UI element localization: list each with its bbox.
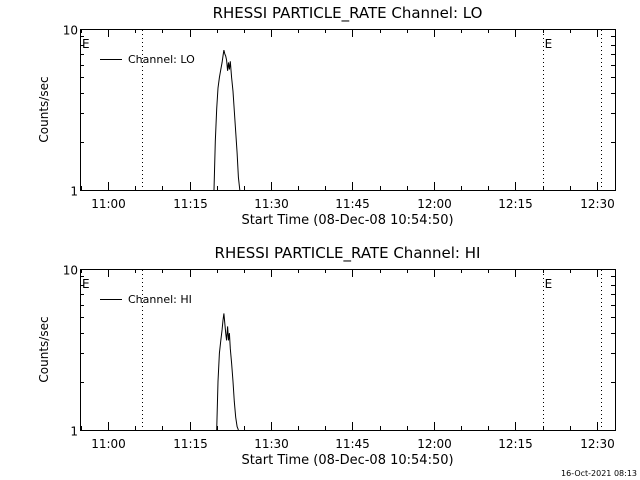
y-tick-label: 1 bbox=[70, 185, 78, 199]
x-tick-label: 12:00 bbox=[417, 437, 452, 451]
eclipse-marker: E bbox=[82, 37, 90, 51]
x-tick-label: 11:30 bbox=[254, 437, 289, 451]
x-tick-label: 11:00 bbox=[91, 437, 126, 451]
y-axis-ticks: 1 10 bbox=[63, 264, 615, 439]
x-tick-label: 11:45 bbox=[335, 437, 370, 451]
y-axis-ticks: 1 10 bbox=[63, 24, 615, 199]
y-axis-label: Counts/sec bbox=[37, 76, 51, 142]
x-axis-label: Start Time (08-Dec-08 10:54:50) bbox=[241, 453, 453, 468]
x-tick-label: 12:15 bbox=[498, 437, 533, 451]
eclipse-marker: E bbox=[545, 277, 553, 291]
plot-frame bbox=[80, 269, 616, 431]
x-tick-label: 11:15 bbox=[173, 197, 208, 211]
timestamp: 16-Oct-2021 08:13 bbox=[561, 469, 637, 478]
y-tick-label: 10 bbox=[63, 24, 78, 38]
chart-panel-1: RHESSI PARTICLE_RATE Channel: LO 1 10 Count… bbox=[37, 4, 616, 228]
y-axis-label: Counts/sec bbox=[37, 316, 51, 382]
x-tick-label: 11:00 bbox=[91, 197, 126, 211]
x-tick-label: 11:15 bbox=[173, 437, 208, 451]
plot-frame bbox=[80, 29, 616, 191]
legend: Channel: HI bbox=[100, 293, 192, 306]
y-tick-label: 1 bbox=[70, 425, 78, 439]
x-tick-label: 11:30 bbox=[254, 197, 289, 211]
chart-panel-2: RHESSI PARTICLE_RATE Channel: HI 1 10 Count… bbox=[37, 244, 616, 468]
x-axis-label: Start Time (08-Dec-08 10:54:50) bbox=[241, 213, 453, 228]
x-axis-ticks: 11:00 11:15 11:30 11:45 12:00 12:15 12:30 bbox=[81, 29, 615, 211]
x-axis-ticks: 11:00 11:15 11:30 11:45 12:00 12:15 12:30 bbox=[81, 269, 615, 451]
legend-label: Channel: LO bbox=[128, 53, 195, 66]
x-tick-label: 12:30 bbox=[580, 197, 615, 211]
eclipse-marker: E bbox=[82, 277, 90, 291]
eclipse-marker: E bbox=[545, 37, 553, 51]
legend-label: Channel: HI bbox=[128, 293, 192, 306]
series-line bbox=[213, 49, 241, 191]
x-tick-label: 12:15 bbox=[498, 197, 533, 211]
x-tick-label: 12:30 bbox=[580, 437, 615, 451]
x-tick-label: 12:00 bbox=[417, 197, 452, 211]
series-line bbox=[216, 313, 239, 431]
chart-title: RHESSI PARTICLE_RATE Channel: HI bbox=[215, 244, 481, 263]
x-tick-label: 11:45 bbox=[335, 197, 370, 211]
legend: Channel: LO bbox=[100, 53, 195, 66]
y-tick-label: 10 bbox=[63, 264, 78, 278]
chart-title: RHESSI PARTICLE_RATE Channel: LO bbox=[213, 4, 483, 23]
